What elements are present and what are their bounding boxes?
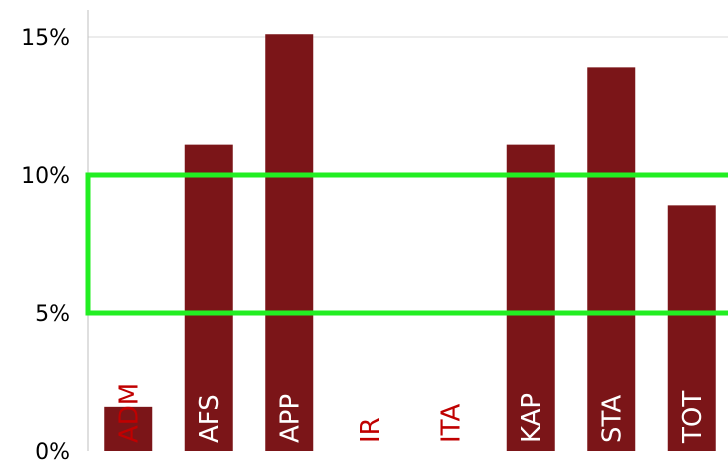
x-label-app: APP — [275, 394, 305, 443]
y-tick-label: 15% — [21, 26, 70, 51]
bar-adm — [104, 406, 153, 451]
bars — [104, 34, 716, 452]
bar-sta — [587, 67, 636, 452]
x-label-ir: IR — [356, 417, 386, 443]
x-label-afs: AFS — [195, 394, 225, 443]
x-label-tot: TOT — [678, 391, 708, 444]
bar-kap — [506, 144, 555, 451]
y-axis-ticks: 0% 5% 10% 15% — [21, 26, 70, 460]
y-tick-label: 5% — [35, 302, 70, 327]
highlight-box — [85, 172, 728, 316]
y-tick-label: 0% — [35, 440, 70, 460]
x-label-kap: KAP — [517, 393, 547, 443]
x-label-ita: ITA — [436, 403, 466, 443]
bar-afs — [184, 144, 233, 451]
bar-tot — [667, 205, 716, 451]
x-axis-labels: ADM AFS APP IR ITA KAP STA TOT — [114, 383, 708, 444]
x-label-sta: STA — [597, 395, 627, 443]
bar-app — [265, 34, 314, 452]
y-tick-label: 10% — [21, 164, 70, 189]
x-label-adm: ADM — [114, 383, 144, 443]
